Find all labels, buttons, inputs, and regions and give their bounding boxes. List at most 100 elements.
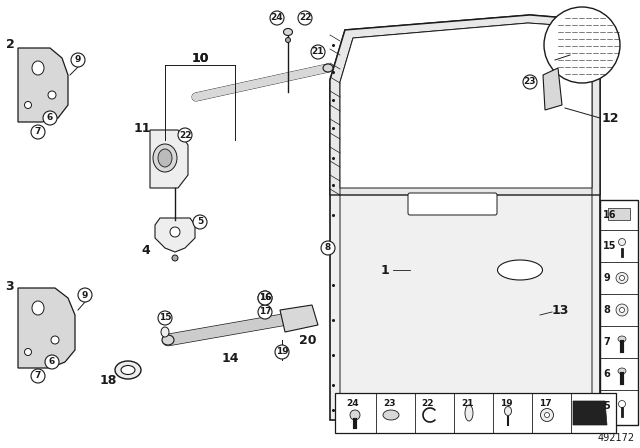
Text: 10: 10 xyxy=(191,52,209,65)
Text: 24: 24 xyxy=(271,13,284,22)
Bar xyxy=(600,200,638,425)
Circle shape xyxy=(544,7,620,83)
Ellipse shape xyxy=(158,149,172,167)
Ellipse shape xyxy=(121,366,135,375)
Circle shape xyxy=(258,291,272,305)
Ellipse shape xyxy=(153,144,177,172)
Polygon shape xyxy=(330,15,600,195)
Text: 4: 4 xyxy=(141,244,150,257)
Circle shape xyxy=(321,241,335,255)
Polygon shape xyxy=(543,68,562,110)
Text: 9: 9 xyxy=(603,273,610,283)
Text: 13: 13 xyxy=(551,303,569,316)
Text: 6: 6 xyxy=(603,369,610,379)
Circle shape xyxy=(311,45,325,59)
Circle shape xyxy=(45,355,59,369)
Text: 7: 7 xyxy=(35,371,41,380)
Polygon shape xyxy=(150,130,188,188)
Text: 6: 6 xyxy=(49,358,55,366)
Ellipse shape xyxy=(285,38,291,43)
Text: 492172: 492172 xyxy=(598,433,635,443)
Circle shape xyxy=(193,215,207,229)
Polygon shape xyxy=(330,15,600,420)
Ellipse shape xyxy=(504,406,511,415)
Text: 24: 24 xyxy=(347,399,359,408)
Text: 19: 19 xyxy=(500,399,512,408)
Ellipse shape xyxy=(48,91,56,99)
Circle shape xyxy=(78,288,92,302)
Text: 8: 8 xyxy=(603,305,610,315)
Ellipse shape xyxy=(620,276,625,280)
Polygon shape xyxy=(340,23,592,188)
Text: 9: 9 xyxy=(75,56,81,65)
Text: 22: 22 xyxy=(299,13,311,22)
Text: 7: 7 xyxy=(603,337,610,347)
Ellipse shape xyxy=(170,227,180,237)
Ellipse shape xyxy=(618,238,625,246)
Ellipse shape xyxy=(162,335,174,345)
Text: 21: 21 xyxy=(461,399,473,408)
Circle shape xyxy=(298,11,312,25)
Ellipse shape xyxy=(383,410,399,420)
Polygon shape xyxy=(280,305,318,332)
Ellipse shape xyxy=(24,349,31,356)
FancyBboxPatch shape xyxy=(408,193,497,215)
Ellipse shape xyxy=(51,336,59,344)
Circle shape xyxy=(258,291,272,305)
Text: 10: 10 xyxy=(191,52,209,65)
Circle shape xyxy=(270,11,284,25)
Text: 9: 9 xyxy=(82,290,88,300)
Text: 5: 5 xyxy=(197,217,203,227)
Text: 15: 15 xyxy=(603,241,616,251)
Text: 16: 16 xyxy=(259,293,271,302)
Text: 21: 21 xyxy=(312,47,324,56)
Text: 22: 22 xyxy=(179,130,191,139)
Circle shape xyxy=(31,125,45,139)
Text: 2: 2 xyxy=(6,39,14,52)
Text: 12: 12 xyxy=(601,112,619,125)
Text: 6: 6 xyxy=(47,113,53,122)
Ellipse shape xyxy=(32,61,44,75)
Ellipse shape xyxy=(618,401,625,408)
Ellipse shape xyxy=(616,304,628,316)
Ellipse shape xyxy=(24,102,31,108)
Polygon shape xyxy=(18,48,68,122)
Text: 18: 18 xyxy=(99,374,116,387)
Text: 3: 3 xyxy=(6,280,14,293)
Text: 17: 17 xyxy=(539,399,551,408)
Polygon shape xyxy=(155,218,195,252)
Circle shape xyxy=(258,305,272,319)
Text: 1: 1 xyxy=(381,263,389,276)
Ellipse shape xyxy=(465,405,473,421)
Bar xyxy=(335,393,616,433)
Circle shape xyxy=(178,128,192,142)
Text: 16: 16 xyxy=(259,293,271,302)
Polygon shape xyxy=(573,401,607,425)
Ellipse shape xyxy=(323,64,333,72)
Text: 14: 14 xyxy=(221,352,239,365)
Circle shape xyxy=(523,75,537,89)
Ellipse shape xyxy=(172,255,178,261)
Ellipse shape xyxy=(616,272,628,284)
Ellipse shape xyxy=(284,29,292,35)
Ellipse shape xyxy=(618,368,626,374)
Text: 17: 17 xyxy=(259,307,271,316)
Ellipse shape xyxy=(497,260,543,280)
Circle shape xyxy=(275,345,289,359)
Text: 7: 7 xyxy=(35,128,41,137)
Text: 15: 15 xyxy=(159,314,172,323)
Text: 19: 19 xyxy=(276,348,288,357)
Ellipse shape xyxy=(32,301,44,315)
Text: 5: 5 xyxy=(603,401,610,411)
Circle shape xyxy=(71,53,85,67)
Text: 16: 16 xyxy=(603,210,616,220)
Text: 23: 23 xyxy=(524,78,536,86)
Text: 8: 8 xyxy=(325,244,331,253)
Ellipse shape xyxy=(618,336,626,342)
Ellipse shape xyxy=(115,361,141,379)
Text: 23: 23 xyxy=(383,399,396,408)
Ellipse shape xyxy=(350,410,360,420)
Ellipse shape xyxy=(620,307,625,313)
Text: 20: 20 xyxy=(300,333,317,346)
Ellipse shape xyxy=(161,327,169,337)
